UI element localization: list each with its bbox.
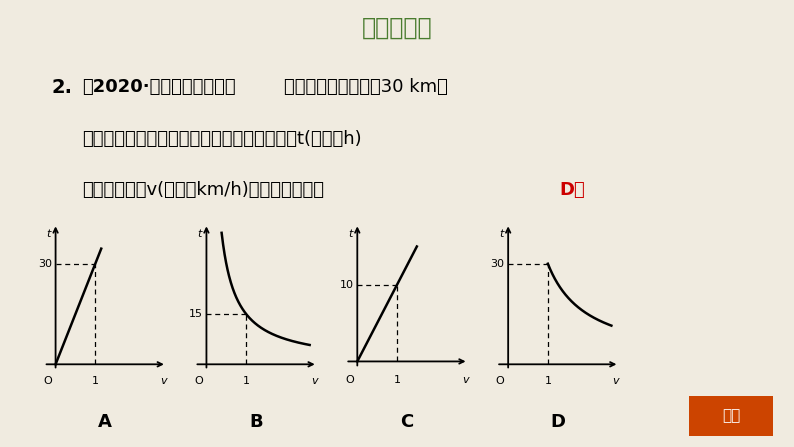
Text: D: D <box>550 413 565 431</box>
Text: t: t <box>348 229 353 239</box>
Text: 基础巩固练: 基础巩固练 <box>362 16 432 40</box>
Text: A: A <box>98 413 112 431</box>
Text: C: C <box>400 413 414 431</box>
Text: t: t <box>499 229 503 239</box>
Text: D）: D） <box>560 181 585 199</box>
Text: B: B <box>249 413 263 431</box>
Text: v: v <box>613 376 619 386</box>
Text: 15: 15 <box>189 309 203 319</box>
Text: t: t <box>46 229 51 239</box>
Text: 1: 1 <box>92 376 98 386</box>
Text: t: t <box>197 229 202 239</box>
Text: v: v <box>311 376 318 386</box>
Text: 1: 1 <box>545 376 551 386</box>
Text: 已知甲、乙两地相距30 km，: 已知甲、乙两地相距30 km， <box>284 78 448 96</box>
Text: 返回: 返回 <box>722 408 740 423</box>
Text: 汽车从甲地匀速行驶到乙地，则汽车行驶时间t(单位：h): 汽车从甲地匀速行驶到乙地，则汽车行驶时间t(单位：h) <box>82 130 361 148</box>
Text: O: O <box>495 376 505 386</box>
Text: 30: 30 <box>38 259 52 269</box>
Text: 30: 30 <box>491 259 505 269</box>
Text: O: O <box>43 376 52 386</box>
Text: 【2020·河北石家庄模拟】: 【2020·河北石家庄模拟】 <box>82 78 235 96</box>
Text: 关于行驶速度v(单位：km/h)的函数图像为（: 关于行驶速度v(单位：km/h)的函数图像为（ <box>82 181 324 199</box>
Text: 1: 1 <box>394 375 400 385</box>
Text: 10: 10 <box>340 280 354 290</box>
Text: v: v <box>462 375 468 385</box>
Text: 2.: 2. <box>52 78 72 97</box>
Text: 1: 1 <box>243 376 249 386</box>
Text: O: O <box>345 375 354 385</box>
Text: O: O <box>194 376 203 386</box>
Text: v: v <box>160 376 167 386</box>
